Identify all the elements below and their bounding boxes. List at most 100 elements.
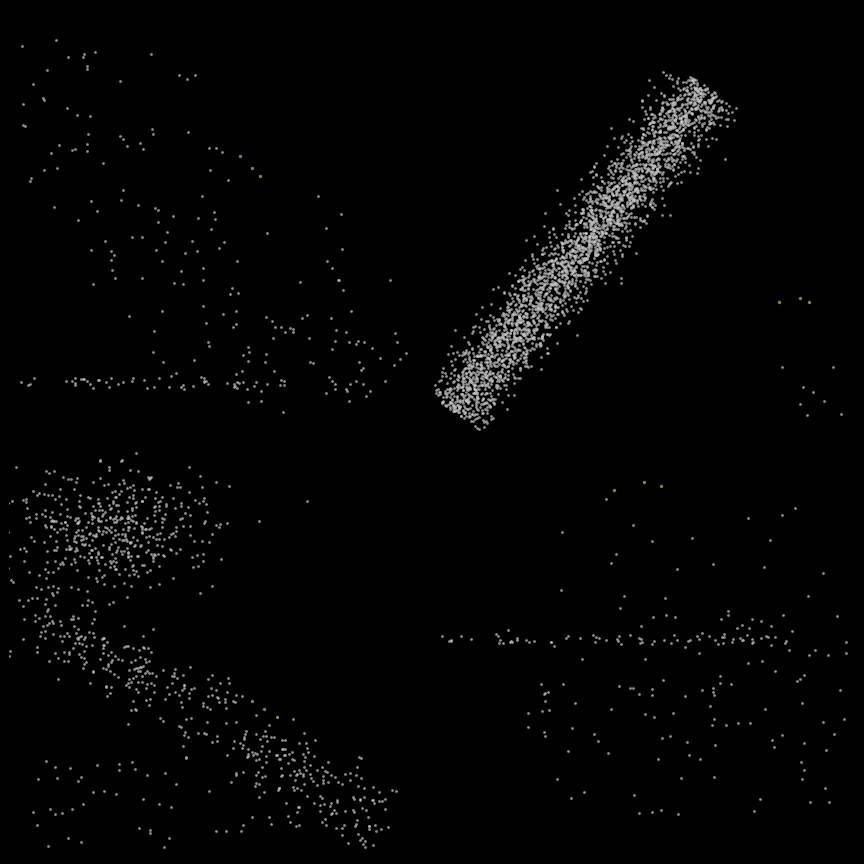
Point — [593, 189, 607, 203]
Point — [117, 132, 130, 146]
Point — [687, 74, 701, 88]
Point — [489, 370, 503, 384]
Point — [304, 771, 318, 785]
Point — [615, 156, 629, 170]
Point — [70, 516, 84, 530]
Point — [735, 633, 749, 647]
Point — [127, 521, 141, 535]
Point — [358, 790, 372, 804]
Point — [470, 374, 484, 388]
Point — [647, 147, 661, 161]
Point — [561, 227, 575, 241]
Point — [492, 316, 506, 330]
Point — [455, 394, 469, 408]
Point — [385, 784, 399, 797]
Point — [575, 262, 588, 276]
Point — [458, 330, 472, 344]
Point — [574, 206, 588, 220]
Point — [615, 194, 629, 207]
Point — [524, 275, 537, 289]
Point — [705, 92, 719, 105]
Point — [103, 686, 117, 700]
Point — [597, 235, 611, 249]
Point — [647, 136, 661, 149]
Point — [664, 128, 677, 142]
Point — [610, 152, 624, 166]
Point — [490, 381, 504, 395]
Point — [611, 217, 625, 231]
Point — [501, 341, 515, 355]
Point — [241, 396, 255, 410]
Point — [104, 556, 118, 570]
Point — [86, 509, 99, 523]
Point — [559, 302, 573, 316]
Point — [588, 220, 601, 234]
Point — [624, 196, 638, 210]
Point — [168, 685, 181, 699]
Point — [543, 281, 556, 295]
Point — [703, 116, 717, 130]
Point — [586, 212, 600, 226]
Point — [126, 671, 140, 685]
Point — [169, 546, 183, 560]
Point — [492, 335, 505, 349]
Point — [444, 397, 458, 410]
Point — [677, 109, 690, 123]
Point — [327, 771, 341, 785]
Point — [638, 162, 651, 175]
Point — [96, 156, 110, 170]
Point — [448, 362, 462, 376]
Point — [49, 534, 63, 548]
Point — [651, 161, 664, 175]
Point — [662, 176, 676, 190]
Point — [297, 777, 311, 791]
Point — [572, 238, 586, 252]
Point — [492, 636, 506, 650]
Point — [480, 397, 494, 410]
Point — [636, 178, 650, 192]
Point — [494, 347, 508, 361]
Point — [456, 367, 470, 381]
Point — [530, 295, 543, 309]
Point — [109, 515, 123, 529]
Point — [105, 680, 118, 694]
Point — [505, 324, 518, 338]
Point — [135, 230, 149, 244]
Point — [463, 382, 477, 396]
Point — [585, 235, 599, 249]
Point — [556, 298, 569, 312]
Point — [660, 171, 674, 185]
Point — [520, 359, 534, 372]
Point — [233, 824, 247, 838]
Point — [72, 647, 86, 661]
Point — [646, 115, 660, 129]
Point — [604, 184, 618, 198]
Point — [524, 328, 537, 342]
Point — [630, 167, 644, 181]
Point — [634, 141, 648, 155]
Point — [160, 680, 174, 694]
Point — [47, 580, 60, 594]
Point — [560, 304, 574, 318]
Point — [543, 635, 557, 649]
Point — [557, 278, 571, 292]
Point — [169, 366, 183, 380]
Point — [144, 470, 158, 484]
Point — [689, 119, 703, 133]
Point — [4, 573, 18, 587]
Point — [584, 217, 598, 231]
Point — [70, 108, 84, 122]
Point — [52, 561, 66, 575]
Point — [567, 268, 581, 282]
Point — [625, 229, 638, 243]
Point — [575, 248, 589, 262]
Point — [655, 137, 669, 150]
Point — [683, 79, 697, 92]
Point — [48, 760, 62, 774]
Point — [582, 230, 596, 244]
Point — [191, 559, 205, 573]
Point — [546, 259, 560, 273]
Point — [588, 219, 602, 232]
Point — [540, 276, 554, 289]
Point — [611, 197, 625, 211]
